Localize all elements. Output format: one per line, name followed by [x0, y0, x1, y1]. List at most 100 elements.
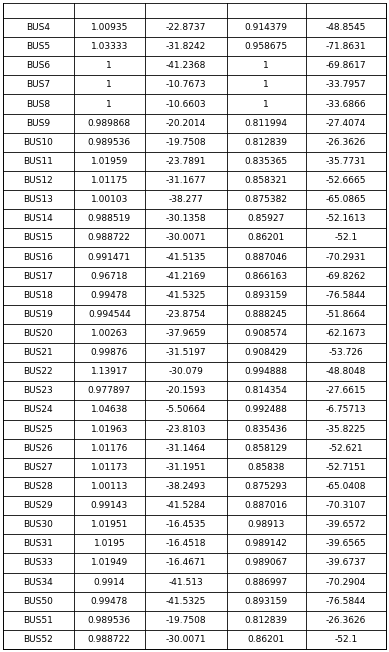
Text: 0.989536: 0.989536 — [88, 138, 131, 147]
Text: -65.0408: -65.0408 — [326, 482, 366, 491]
Text: BUS6: BUS6 — [26, 61, 51, 70]
Text: -53.726: -53.726 — [328, 348, 363, 357]
Text: -31.1677: -31.1677 — [166, 176, 206, 185]
Text: BUS7: BUS7 — [26, 80, 51, 89]
Text: 0.988519: 0.988519 — [88, 215, 131, 223]
Text: 0.958675: 0.958675 — [245, 42, 288, 51]
Text: 1.01949: 1.01949 — [91, 559, 128, 567]
Text: -27.4074: -27.4074 — [326, 119, 366, 128]
Text: BUS27: BUS27 — [24, 463, 53, 472]
Text: 1: 1 — [263, 100, 269, 108]
Text: -19.7508: -19.7508 — [166, 616, 206, 625]
Text: -37.9659: -37.9659 — [166, 329, 206, 338]
Text: BUS20: BUS20 — [24, 329, 53, 338]
Text: -65.0865: -65.0865 — [326, 195, 366, 204]
Text: BUS15: BUS15 — [23, 233, 53, 243]
Text: 1.00103: 1.00103 — [91, 195, 128, 204]
Text: 0.977897: 0.977897 — [88, 387, 131, 395]
Text: -70.2931: -70.2931 — [326, 252, 366, 261]
Text: -69.8262: -69.8262 — [326, 272, 366, 280]
Text: -30.0071: -30.0071 — [166, 635, 206, 644]
Text: 0.992488: 0.992488 — [245, 406, 288, 415]
Text: -30.079: -30.079 — [168, 367, 203, 376]
Text: -52.1: -52.1 — [334, 635, 357, 644]
Text: 0.989536: 0.989536 — [88, 616, 131, 625]
Text: -33.7957: -33.7957 — [326, 80, 366, 89]
Text: 1: 1 — [263, 80, 269, 89]
Text: BUS52: BUS52 — [24, 635, 53, 644]
Text: -48.8048: -48.8048 — [326, 367, 366, 376]
Text: 0.99876: 0.99876 — [91, 348, 128, 357]
Text: BUS28: BUS28 — [24, 482, 53, 491]
Text: -30.0071: -30.0071 — [166, 233, 206, 243]
Text: -19.7508: -19.7508 — [166, 138, 206, 147]
Text: 0.988722: 0.988722 — [88, 635, 131, 644]
Text: 1: 1 — [107, 61, 112, 70]
Text: -31.5197: -31.5197 — [166, 348, 206, 357]
Text: -69.8617: -69.8617 — [326, 61, 366, 70]
Text: 0.893159: 0.893159 — [245, 597, 288, 606]
Text: -10.7673: -10.7673 — [166, 80, 206, 89]
Text: -70.2904: -70.2904 — [326, 578, 366, 587]
Text: BUS12: BUS12 — [24, 176, 53, 185]
Text: 0.86201: 0.86201 — [248, 635, 285, 644]
Text: 0.875382: 0.875382 — [245, 195, 288, 204]
Text: -16.4535: -16.4535 — [166, 520, 206, 529]
Text: BUS29: BUS29 — [24, 501, 53, 510]
Text: 1.00263: 1.00263 — [91, 329, 128, 338]
Text: -52.7151: -52.7151 — [326, 463, 366, 472]
Text: BUS34: BUS34 — [24, 578, 53, 587]
Text: 0.98913: 0.98913 — [248, 520, 285, 529]
Text: 0.858129: 0.858129 — [245, 444, 288, 452]
Text: 0.858321: 0.858321 — [245, 176, 288, 185]
Text: -23.8103: -23.8103 — [166, 424, 206, 434]
Text: 0.866163: 0.866163 — [245, 272, 288, 280]
Text: -39.6737: -39.6737 — [326, 559, 366, 567]
Text: 0.86201: 0.86201 — [248, 233, 285, 243]
Text: 0.835365: 0.835365 — [245, 157, 288, 166]
Text: -6.75713: -6.75713 — [326, 406, 366, 415]
Text: -23.7891: -23.7891 — [166, 157, 206, 166]
Text: 0.85838: 0.85838 — [248, 463, 285, 472]
Text: 0.888245: 0.888245 — [245, 310, 288, 319]
Text: 0.994544: 0.994544 — [88, 310, 131, 319]
Text: BUS10: BUS10 — [23, 138, 53, 147]
Text: 0.886997: 0.886997 — [245, 578, 288, 587]
Text: BUS13: BUS13 — [23, 195, 53, 204]
Text: 0.811994: 0.811994 — [245, 119, 288, 128]
Text: 0.99143: 0.99143 — [91, 501, 128, 510]
Text: -16.4671: -16.4671 — [166, 559, 206, 567]
Text: 0.991471: 0.991471 — [88, 252, 131, 261]
Text: -76.5844: -76.5844 — [326, 291, 366, 300]
Text: 1: 1 — [107, 100, 112, 108]
Text: 0.812839: 0.812839 — [245, 138, 288, 147]
Text: -41.513: -41.513 — [168, 578, 203, 587]
Text: BUS9: BUS9 — [26, 119, 51, 128]
Text: 0.994888: 0.994888 — [245, 367, 288, 376]
Text: -27.6615: -27.6615 — [326, 387, 366, 395]
Text: -39.6572: -39.6572 — [326, 520, 366, 529]
Text: 1.13917: 1.13917 — [91, 367, 128, 376]
Text: 0.908429: 0.908429 — [245, 348, 288, 357]
Text: 0.908574: 0.908574 — [245, 329, 288, 338]
Text: -52.1613: -52.1613 — [326, 215, 366, 223]
Text: BUS50: BUS50 — [23, 597, 53, 606]
Text: 1: 1 — [107, 80, 112, 89]
Text: -31.8242: -31.8242 — [166, 42, 206, 51]
Text: -23.8754: -23.8754 — [166, 310, 206, 319]
Text: -20.2014: -20.2014 — [166, 119, 206, 128]
Text: BUS11: BUS11 — [23, 157, 53, 166]
Text: 1.01173: 1.01173 — [91, 463, 128, 472]
Text: BUS8: BUS8 — [26, 100, 51, 108]
Text: BUS24: BUS24 — [24, 406, 53, 415]
Text: 1.01176: 1.01176 — [91, 444, 128, 452]
Text: -35.8225: -35.8225 — [326, 424, 366, 434]
Text: BUS16: BUS16 — [23, 252, 53, 261]
Text: -5.50664: -5.50664 — [166, 406, 206, 415]
Text: BUS18: BUS18 — [23, 291, 53, 300]
Text: 0.814354: 0.814354 — [245, 387, 288, 395]
Text: -38.2493: -38.2493 — [166, 482, 206, 491]
Text: -62.1673: -62.1673 — [326, 329, 366, 338]
Text: 0.85927: 0.85927 — [248, 215, 285, 223]
Text: 1.04638: 1.04638 — [91, 406, 128, 415]
